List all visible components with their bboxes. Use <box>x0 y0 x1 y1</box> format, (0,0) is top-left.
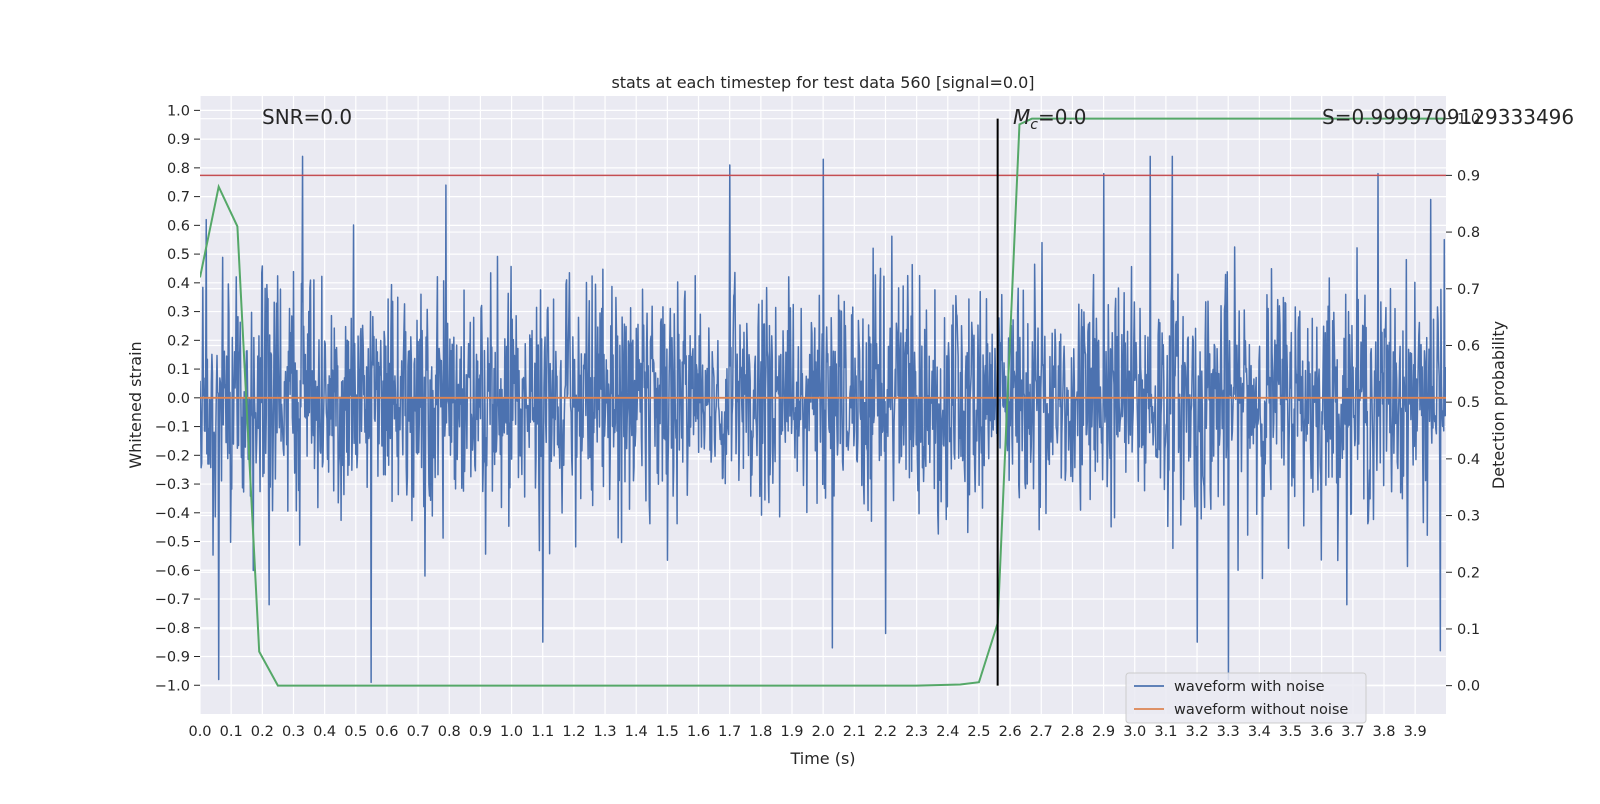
x-tick-label: 0.4 <box>313 724 336 740</box>
x-tick-label: 2.6 <box>999 724 1022 740</box>
y-tick-label: 0.6 <box>167 218 190 234</box>
series-layer <box>200 117 1446 687</box>
legend-box <box>1125 672 1367 724</box>
x-tick-label: 3.9 <box>1404 724 1427 740</box>
x-tick-label: 2.8 <box>1061 724 1084 740</box>
x-tick-label: 0.8 <box>438 724 461 740</box>
y-tick-label: −0.2 <box>155 448 190 464</box>
y-tick-label: −0.9 <box>155 650 190 666</box>
y-tick-label: −0.1 <box>155 420 190 436</box>
legend: waveform with noise waveform without noi… <box>1125 672 1367 724</box>
x-tick-label: 0.1 <box>220 724 243 740</box>
right-y-tick-label: 0.7 <box>1457 282 1480 298</box>
x-tick-label: 1.4 <box>625 724 648 740</box>
right-y-tick-label: 0.8 <box>1457 225 1480 241</box>
x-tick-label: 1.2 <box>562 724 585 740</box>
y-tick-label: 0.2 <box>167 333 190 349</box>
x-tick-label: 3.3 <box>1217 724 1240 740</box>
y-tick-label: −0.4 <box>155 506 190 522</box>
x-tick-label: 1.3 <box>594 724 617 740</box>
x-tick-label: 1.8 <box>749 724 772 740</box>
x-tick-label: 3.6 <box>1310 724 1333 740</box>
legend-label-waveform-without-noise: waveform without noise <box>1174 702 1348 718</box>
right-y-tick-label: 0.4 <box>1457 452 1480 468</box>
y-tick-label: −0.5 <box>155 535 190 551</box>
x-tick-label: 1.9 <box>780 724 803 740</box>
detection-probability-line <box>200 117 1446 687</box>
x-tick-label: 1.6 <box>687 724 710 740</box>
right-y-tick-label: 0.3 <box>1457 509 1480 525</box>
right-y-tick-label: 0.9 <box>1457 168 1480 184</box>
snr-annotation: SNR=0.0 <box>262 105 352 129</box>
chart-title: stats at each timestep for test data 560… <box>611 73 1034 92</box>
score-annotation: S=0.9999709129333496 <box>1322 105 1574 129</box>
y-tick-label: −0.6 <box>155 563 190 579</box>
y-tick-label: 0.3 <box>167 305 190 321</box>
x-tick-label: 3.1 <box>1154 724 1177 740</box>
x-tick-label: 0.6 <box>375 724 398 740</box>
chirp-mass-annotation: Mc=0.0 <box>1013 105 1087 133</box>
y-tick-label: −1.0 <box>155 678 190 694</box>
y-tick-label: −0.8 <box>155 621 190 637</box>
x-tick-label: 0.2 <box>251 724 274 740</box>
x-tick-label: 0.3 <box>282 724 305 740</box>
x-tick-label: 1.1 <box>531 724 554 740</box>
y-tick-label: 0.1 <box>167 362 190 378</box>
x-tick-label: 1.5 <box>656 724 679 740</box>
x-tick-label: 2.9 <box>1092 724 1115 740</box>
right-y-tick-label: 0.2 <box>1457 565 1480 581</box>
x-tick-label: 0.9 <box>469 724 492 740</box>
chirp-mass-subscript: c <box>1030 117 1038 133</box>
right-y-tick-label: 0.5 <box>1457 395 1480 411</box>
chirp-mass-symbol: M <box>1013 105 1030 129</box>
y-tick-label: 0.4 <box>167 276 190 292</box>
x-tick-label: 3.7 <box>1341 724 1364 740</box>
right-y-axis-label: Detection probability <box>1489 321 1508 489</box>
x-tick-label: 3.0 <box>1123 724 1146 740</box>
y-tick-label: 0.7 <box>167 190 190 206</box>
y-tick-label: 0.0 <box>167 391 190 407</box>
y-tick-label: 1.0 <box>167 103 190 119</box>
right-y-tick-label: 0.0 <box>1457 679 1480 695</box>
right-y-tick-label: 1.0 <box>1457 112 1480 128</box>
x-tick-label: 2.2 <box>874 724 897 740</box>
legend-label-waveform-with-noise: waveform with noise <box>1174 679 1325 695</box>
x-tick-label: 3.4 <box>1248 724 1271 740</box>
x-tick-label: 2.1 <box>843 724 866 740</box>
x-tick-label: 0.0 <box>188 724 211 740</box>
x-tick-label: 2.4 <box>936 724 959 740</box>
y-tick-label: 0.8 <box>167 161 190 177</box>
waveform-with-noise-line <box>200 155 1446 684</box>
x-tick-label: 3.8 <box>1372 724 1395 740</box>
right-y-axis-ticks: 1.0 0.9 0.8 0.7 0.6 0.5 0.4 0.3 0.2 0.1 0.0 <box>1446 112 1480 695</box>
y-tick-label: 0.5 <box>167 247 190 263</box>
right-y-tick-label: 0.6 <box>1457 338 1480 354</box>
x-tick-label: 1.7 <box>718 724 741 740</box>
x-axis-label: Time (s) <box>789 749 855 768</box>
x-tick-label: 0.5 <box>344 724 367 740</box>
x-tick-label: 3.5 <box>1279 724 1302 740</box>
x-tick-label: 0.7 <box>407 724 430 740</box>
right-y-tick-label: 0.1 <box>1457 622 1480 638</box>
x-tick-label: 2.7 <box>1030 724 1053 740</box>
y-axis-label: Whitened strain <box>126 341 145 468</box>
y-tick-label: 0.9 <box>167 132 190 148</box>
y-axis-ticks: 1.0 0.9 0.8 0.7 0.6 0.5 0.4 0.3 0.2 0.1 0.0 −0.1 −0.… <box>155 103 200 694</box>
x-tick-label: 2.0 <box>812 724 835 740</box>
x-axis-ticks: 0.0 0.1 0.2 0.3 0.4 0.5 0.6 0.7 0.8 0.9 1.0 1.1 1.2 1… <box>188 724 1426 740</box>
chirp-mass-value: =0.0 <box>1038 105 1087 129</box>
x-tick-label: 2.5 <box>967 724 990 740</box>
y-tick-label: −0.7 <box>155 592 190 608</box>
x-tick-label: 3.2 <box>1186 724 1209 740</box>
x-tick-label: 1.0 <box>500 724 523 740</box>
y-tick-label: −0.3 <box>155 477 190 493</box>
x-tick-label: 2.3 <box>905 724 928 740</box>
